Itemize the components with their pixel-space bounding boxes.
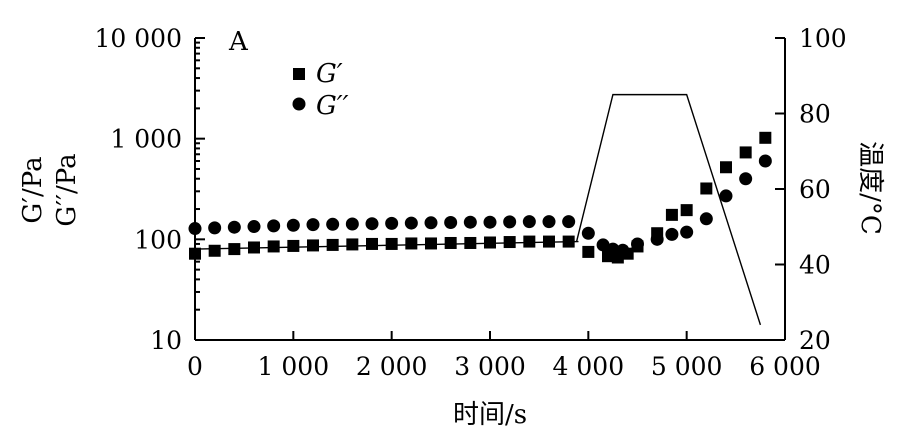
legend-circle-marker <box>292 97 306 111</box>
legend-square-marker <box>293 68 305 80</box>
g-double-prime-point <box>616 243 630 257</box>
g-prime-point <box>720 161 732 174</box>
g-double-prime-point <box>680 225 694 239</box>
g-double-prime-point <box>503 215 517 229</box>
g-prime-point <box>739 146 752 159</box>
g-double-prime-point <box>385 216 399 230</box>
left-y-tick-label: 10 000 <box>95 24 182 53</box>
g-double-prime-point <box>345 217 359 231</box>
x-tick-label: 3 000 <box>454 352 526 381</box>
g-prime-point <box>562 235 575 248</box>
left-y-axis-label-line1: G′/Pa <box>18 156 48 223</box>
legend: G′ G′′ <box>292 59 349 121</box>
right-y-tick-label: 100 <box>799 24 847 53</box>
ticks <box>194 37 786 341</box>
point-series <box>188 131 772 264</box>
left-y-tick-label: 1 000 <box>110 125 182 154</box>
g-double-prime-point <box>562 215 576 229</box>
g-double-prime-point <box>188 222 202 236</box>
g-prime-point <box>602 250 614 263</box>
g-prime-point <box>366 237 378 250</box>
g-double-prime-point <box>631 237 644 251</box>
g-double-prime-point <box>444 215 458 229</box>
tick-labels: 0 1 000 2 000 3 000 4 000 5 000 6 000 10 100 1 00… <box>95 24 847 381</box>
left-y-tick-label: 10 <box>150 326 182 355</box>
g-double-prime-point <box>522 215 536 229</box>
g-double-prime-point <box>699 212 713 226</box>
axes <box>194 38 786 341</box>
g-prime-point <box>385 237 398 250</box>
g-prime-point <box>307 239 319 252</box>
g-double-prime-point <box>463 215 477 229</box>
g-prime-point <box>484 236 496 249</box>
right-y-axis-label: 温度/°C <box>855 141 885 235</box>
x-tick-label: 2 000 <box>356 352 428 381</box>
g-double-prime-point <box>247 220 261 234</box>
g-prime-point <box>189 247 201 260</box>
right-y-tick-label: 40 <box>799 251 831 280</box>
g-double-prime-point <box>306 218 320 232</box>
g-prime-point <box>700 182 713 195</box>
g-double-prime-point <box>650 232 664 246</box>
g-double-prime-point <box>606 242 620 256</box>
g-prime-point <box>326 238 339 251</box>
g-prime-point <box>680 204 693 217</box>
g-double-prime-point <box>542 215 556 229</box>
g-double-prime-point <box>483 215 497 229</box>
left-y-axis-label-line2: G′′/Pa <box>52 153 82 226</box>
g-double-prime-point <box>739 172 753 186</box>
panel-label: A <box>228 27 249 57</box>
g-double-prime-point <box>758 154 772 168</box>
g-double-prime-point <box>227 220 241 234</box>
g-prime-point <box>759 131 772 144</box>
g-double-prime-point <box>665 227 679 241</box>
g-prime-point <box>405 237 418 250</box>
g-prime-point <box>267 240 280 253</box>
g-prime-point <box>228 243 241 256</box>
g-double-prime-point <box>267 219 281 233</box>
g-prime-point <box>208 244 221 257</box>
x-tick-label: 5 000 <box>651 352 723 381</box>
g-prime-point <box>346 238 359 251</box>
g-prime-point <box>287 239 300 252</box>
g-prime-point <box>444 236 457 249</box>
right-y-tick-label: 80 <box>799 100 831 129</box>
x-axis-label: 时间/s <box>453 400 527 430</box>
g-double-prime-point <box>208 221 222 235</box>
g-double-prime-point <box>719 189 733 203</box>
g-double-prime-point <box>404 216 418 230</box>
g-prime-point <box>665 208 678 221</box>
g-prime-point <box>503 236 516 249</box>
x-tick-label: 1 000 <box>258 352 330 381</box>
g-prime-point <box>543 235 555 248</box>
right-y-tick-label: 20 <box>799 326 831 355</box>
g-prime-point <box>582 245 595 258</box>
x-tick-label: 0 <box>187 352 203 381</box>
g-prime-point <box>523 235 536 248</box>
g-double-prime-point <box>326 217 340 231</box>
legend-label-g-prime: G′ <box>316 59 343 89</box>
legend-label-g-double-prime: G′′ <box>316 91 349 121</box>
g-prime-point <box>248 241 260 254</box>
g-double-prime-point <box>596 238 610 252</box>
g-double-prime-point <box>581 226 595 240</box>
g-prime-point <box>425 237 437 250</box>
g-prime-point <box>464 236 477 249</box>
g-double-prime-point <box>286 218 300 232</box>
g-double-prime-point <box>424 216 438 230</box>
x-tick-label: 6 000 <box>749 352 821 381</box>
g-double-prime-point <box>365 217 379 231</box>
right-y-tick-label: 60 <box>799 175 831 204</box>
left-y-tick-label: 100 <box>134 225 182 254</box>
x-tick-label: 4 000 <box>553 352 625 381</box>
temperature-line <box>575 93 762 326</box>
